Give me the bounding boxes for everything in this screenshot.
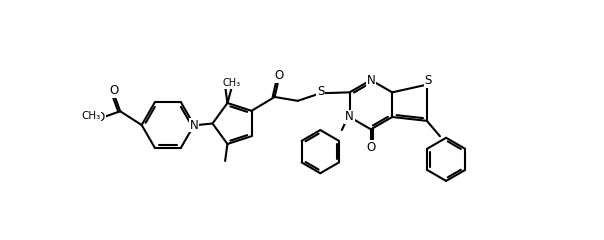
Text: N: N <box>367 73 375 87</box>
Text: N: N <box>345 110 354 124</box>
Text: CH₃: CH₃ <box>82 111 100 121</box>
Text: O: O <box>275 69 284 82</box>
Text: N: N <box>190 119 199 132</box>
Text: O: O <box>109 84 118 97</box>
Text: S: S <box>317 85 324 98</box>
Text: O: O <box>366 141 376 154</box>
Text: O: O <box>95 111 104 124</box>
Text: CH₃: CH₃ <box>222 78 240 88</box>
Text: S: S <box>425 74 432 87</box>
